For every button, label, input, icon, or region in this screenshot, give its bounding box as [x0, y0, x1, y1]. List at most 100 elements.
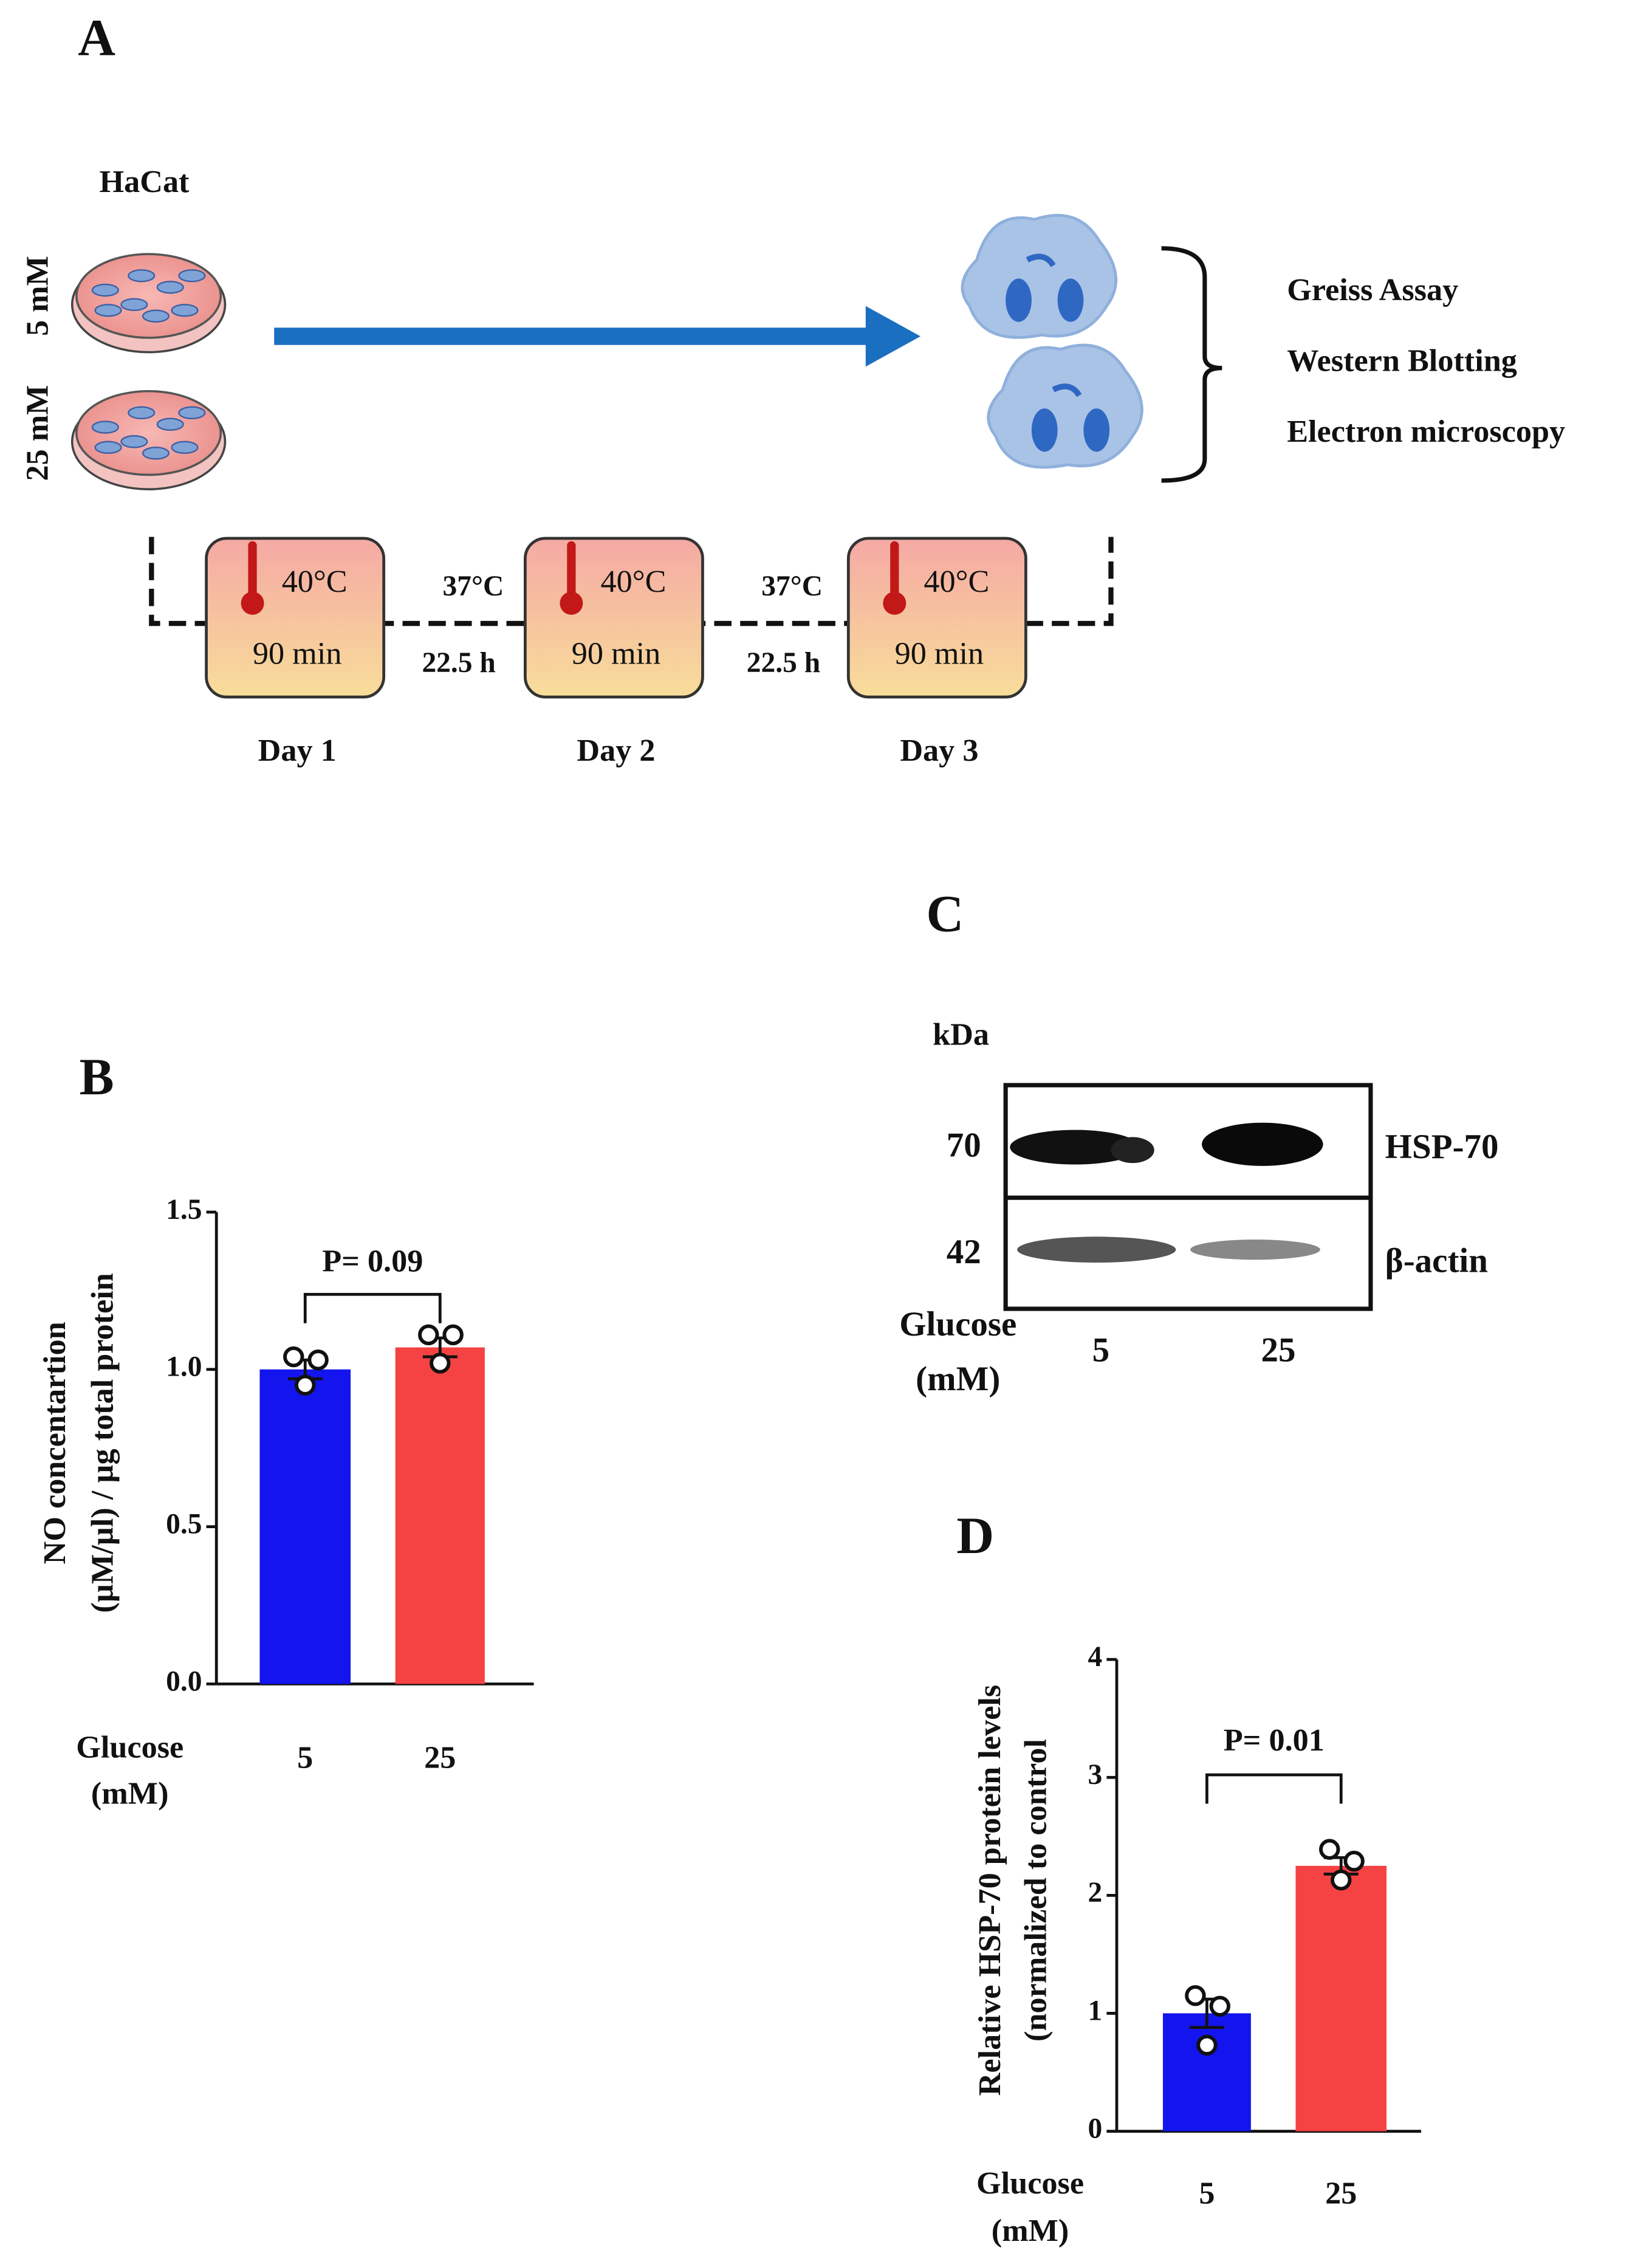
cell-line: HaCat	[99, 164, 190, 199]
output: Greiss Assay	[1287, 272, 1458, 307]
heat-box	[524, 537, 704, 699]
bar	[395, 1347, 485, 1684]
significance-bracket	[303, 1292, 442, 1323]
y-label: (µM/µl) / µg total protein	[84, 1273, 120, 1613]
cell	[91, 283, 119, 297]
protein: β-actin	[1385, 1241, 1488, 1280]
significance-bracket	[1205, 1773, 1343, 1804]
nucleus	[1006, 278, 1032, 322]
band	[1202, 1122, 1323, 1166]
p-value: P= 0.09	[322, 1243, 423, 1278]
cell	[171, 441, 199, 454]
arrow-head	[865, 306, 921, 367]
time: 90 min	[572, 636, 661, 671]
y-tick-label: 4	[1088, 1641, 1102, 1673]
interval-time: 22.5 h	[422, 647, 495, 679]
cell	[94, 304, 122, 317]
data-point	[1319, 1839, 1340, 1860]
cell	[91, 420, 119, 434]
temp: 40°C	[924, 564, 989, 599]
output: Western Blotting	[1287, 343, 1517, 379]
temp: 40°C	[282, 564, 348, 599]
brace	[1161, 246, 1222, 483]
cell	[120, 298, 148, 311]
output: Electron microscopy	[1287, 414, 1565, 449]
temp: 40°C	[600, 564, 666, 599]
cell	[142, 447, 170, 460]
data-point	[430, 1353, 451, 1374]
nucleus	[1031, 408, 1058, 452]
lane: 25	[1261, 1331, 1295, 1370]
day-label: Day 2	[577, 733, 655, 768]
thermometer-bulb	[883, 591, 907, 615]
y-tick-label: 1.5	[166, 1194, 202, 1226]
y-tick-label: 0.5	[166, 1509, 202, 1540]
data-point	[1209, 1995, 1231, 2017]
band	[1111, 1137, 1154, 1164]
timeline	[149, 537, 1114, 626]
cell	[94, 441, 122, 454]
interval-temp: 37°C	[761, 571, 823, 602]
cell	[171, 304, 199, 317]
x-tick-label: 25	[1325, 2175, 1357, 2210]
x-tick-label: 5	[1199, 2175, 1215, 2210]
thermometer-bulb	[560, 591, 583, 615]
band	[1010, 1130, 1140, 1165]
band	[1017, 1236, 1176, 1263]
cell	[156, 281, 184, 294]
condition: 5 mM	[19, 256, 55, 336]
nucleus	[1026, 253, 1056, 267]
interval-time: 22.5 h	[747, 647, 820, 679]
cell	[128, 406, 156, 420]
time: 90 min	[253, 636, 342, 671]
day-label: Day 3	[900, 733, 978, 768]
data-point	[1331, 1869, 1352, 1891]
x-tick-label: 5	[297, 1740, 313, 1775]
nucleus	[1057, 278, 1084, 322]
data-point	[1185, 1985, 1206, 2006]
y-tick-label: 2	[1088, 1877, 1102, 1909]
y-tick-label: 1.0	[166, 1351, 202, 1383]
band	[1190, 1240, 1320, 1260]
condition: 25 mM	[19, 385, 55, 481]
time: 90 min	[895, 636, 984, 671]
data-point	[295, 1374, 316, 1396]
y-tick-label: 3	[1088, 1759, 1102, 1791]
panel-letter: C	[927, 885, 964, 942]
x-label: (mM)	[91, 1776, 169, 1811]
interval-temp: 37°C	[443, 571, 504, 602]
protein: HSP-70	[1385, 1128, 1499, 1166]
heat-box	[205, 537, 386, 699]
y-label: Relative HSP-70 protein levels	[972, 1685, 1007, 2096]
panel-letter: B	[80, 1049, 114, 1106]
y-tick-label: 0	[1088, 2113, 1102, 2144]
data-point	[307, 1350, 329, 1371]
day-label: Day 1	[258, 733, 337, 768]
cell	[128, 269, 156, 283]
y-label: NO concentartion	[37, 1322, 72, 1564]
cell	[178, 269, 206, 283]
data-point	[283, 1346, 304, 1368]
x-label: Glucose	[76, 1730, 183, 1765]
nucleus	[1083, 408, 1110, 452]
y-tick-label: 1	[1088, 1995, 1102, 2026]
x-label: (mM)	[916, 1360, 1000, 1398]
kda: 70	[947, 1127, 981, 1165]
x-label: (mM)	[992, 2213, 1069, 2248]
blot-unit: kDa	[933, 1017, 989, 1052]
x-tick-label: 25	[424, 1740, 456, 1775]
thermometer-bulb	[241, 591, 264, 615]
cell	[156, 417, 184, 431]
heat-box	[846, 537, 1027, 699]
cell-cluster	[987, 343, 1143, 469]
data-point	[1343, 1850, 1365, 1872]
panel-letter: A	[78, 10, 115, 67]
data-point	[418, 1324, 439, 1346]
bar	[259, 1369, 351, 1684]
y-tick-label: 0.0	[166, 1665, 202, 1697]
data-point	[442, 1324, 464, 1346]
y-label: (normalized to control	[1018, 1739, 1054, 2042]
x-label: Glucose	[899, 1305, 1016, 1343]
cell	[120, 435, 148, 448]
cell-cluster	[961, 214, 1117, 339]
